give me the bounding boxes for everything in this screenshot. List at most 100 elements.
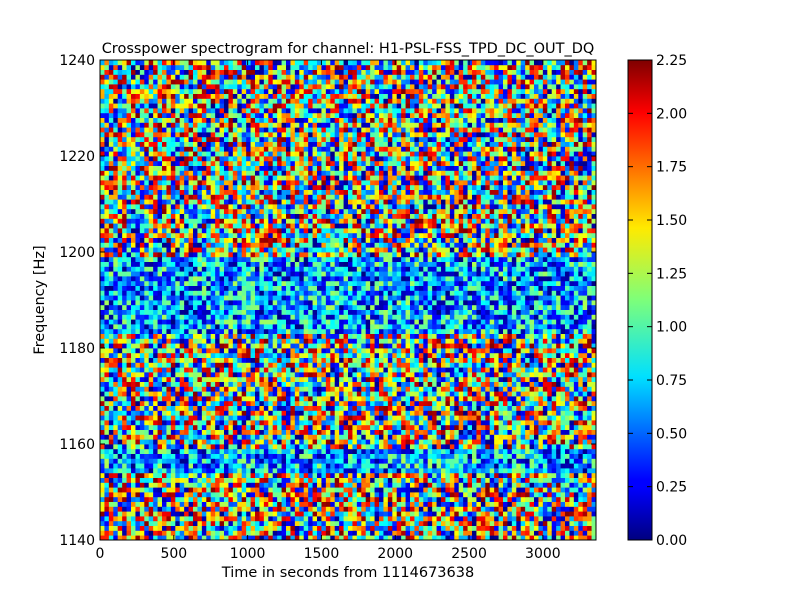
heatmap-cell bbox=[560, 424, 566, 430]
heatmap-cell bbox=[356, 506, 362, 512]
heatmap-cell bbox=[405, 386, 411, 392]
heatmap-cell bbox=[108, 496, 114, 502]
heatmap-cell bbox=[166, 324, 172, 330]
heatmap-cell bbox=[228, 492, 234, 498]
heatmap-cell bbox=[392, 362, 398, 368]
heatmap-cell bbox=[219, 496, 225, 502]
heatmap-cell bbox=[131, 429, 136, 435]
heatmap-cell bbox=[343, 424, 349, 430]
heatmap-cell bbox=[427, 367, 433, 373]
heatmap-cell bbox=[237, 506, 243, 512]
heatmap-cell bbox=[392, 501, 398, 507]
heatmap-cell bbox=[458, 535, 464, 541]
heatmap-cell bbox=[573, 367, 579, 373]
heatmap-cell bbox=[423, 362, 429, 368]
heatmap-cell bbox=[135, 458, 141, 464]
heatmap-cell bbox=[325, 477, 331, 483]
heatmap-cell bbox=[299, 357, 305, 363]
heatmap-cell bbox=[547, 501, 553, 507]
heatmap-cell bbox=[303, 367, 309, 373]
heatmap-cell bbox=[494, 386, 499, 392]
heatmap-cell bbox=[144, 444, 150, 450]
heatmap-cell bbox=[303, 429, 309, 435]
heatmap-cell bbox=[520, 496, 526, 502]
heatmap-cell bbox=[507, 362, 513, 368]
heatmap-cell bbox=[516, 333, 522, 339]
heatmap-cell bbox=[427, 352, 433, 358]
heatmap-cell bbox=[268, 439, 274, 445]
heatmap-cell bbox=[184, 405, 189, 411]
heatmap-cell bbox=[445, 343, 451, 349]
heatmap-cell bbox=[144, 324, 150, 330]
heatmap-cell bbox=[414, 463, 420, 469]
heatmap-cell bbox=[556, 520, 561, 526]
heatmap-cell bbox=[246, 352, 251, 358]
heatmap-cell bbox=[520, 357, 526, 363]
heatmap-cell bbox=[232, 511, 238, 517]
heatmap-cell bbox=[321, 516, 327, 522]
heatmap-cell bbox=[348, 348, 353, 354]
heatmap-cell bbox=[348, 477, 353, 483]
heatmap-cell bbox=[139, 501, 145, 507]
heatmap-cell bbox=[343, 511, 349, 517]
heatmap-cell bbox=[175, 501, 181, 507]
heatmap-cell bbox=[556, 429, 561, 435]
heatmap-cell bbox=[356, 530, 362, 536]
heatmap-cell bbox=[348, 400, 353, 406]
heatmap-cell bbox=[108, 472, 114, 478]
heatmap-cell bbox=[582, 348, 588, 354]
heatmap-cell bbox=[272, 444, 278, 450]
heatmap-cell bbox=[511, 372, 517, 378]
heatmap-cell bbox=[587, 444, 592, 450]
heatmap-cell bbox=[144, 367, 150, 373]
heatmap-cell bbox=[100, 453, 105, 459]
heatmap-cell bbox=[299, 338, 305, 344]
heatmap-cell bbox=[157, 463, 163, 469]
heatmap-cell bbox=[423, 496, 429, 502]
heatmap-cell bbox=[224, 520, 229, 526]
heatmap-cell bbox=[188, 496, 194, 502]
heatmap-cell bbox=[272, 501, 278, 507]
heatmap-cell bbox=[436, 535, 442, 541]
heatmap-cell bbox=[383, 487, 389, 493]
heatmap-cell bbox=[210, 324, 216, 330]
heatmap-cell bbox=[374, 492, 380, 498]
heatmap-cell bbox=[494, 506, 499, 512]
heatmap-cell bbox=[454, 487, 460, 493]
heatmap-cell bbox=[361, 453, 367, 459]
heatmap-cell bbox=[135, 506, 141, 512]
heatmap-cell bbox=[582, 338, 588, 344]
heatmap-cell bbox=[414, 367, 420, 373]
heatmap-cell bbox=[414, 338, 420, 344]
heatmap-cell bbox=[166, 367, 172, 373]
heatmap-cell bbox=[503, 439, 508, 445]
heatmap-cell bbox=[232, 357, 238, 363]
heatmap-cell bbox=[201, 424, 207, 430]
heatmap-cell bbox=[582, 386, 588, 392]
heatmap-cell bbox=[383, 439, 389, 445]
heatmap-cell bbox=[144, 396, 150, 402]
heatmap-cell bbox=[405, 415, 411, 421]
heatmap-cell bbox=[370, 439, 375, 445]
heatmap-cell bbox=[392, 482, 398, 488]
heatmap-cell bbox=[454, 424, 460, 430]
heatmap-cell bbox=[259, 530, 265, 536]
heatmap-cell bbox=[325, 400, 331, 406]
heatmap-cell bbox=[538, 362, 544, 368]
heatmap-cell bbox=[139, 492, 145, 498]
heatmap-cell bbox=[569, 477, 575, 483]
heatmap-cell bbox=[268, 405, 274, 411]
heatmap-cell bbox=[246, 381, 251, 387]
heatmap-cell bbox=[281, 396, 287, 402]
heatmap-cell bbox=[441, 396, 446, 402]
heatmap-cell bbox=[104, 482, 110, 488]
heatmap-cell bbox=[272, 343, 278, 349]
heatmap-cell bbox=[387, 391, 393, 397]
heatmap-cell bbox=[370, 501, 375, 507]
heatmap-cell bbox=[184, 429, 189, 435]
heatmap-cell bbox=[472, 458, 477, 464]
heatmap-cell bbox=[321, 496, 327, 502]
heatmap-cell bbox=[290, 472, 296, 478]
heatmap-cell bbox=[219, 372, 225, 378]
heatmap-cell bbox=[325, 516, 331, 522]
